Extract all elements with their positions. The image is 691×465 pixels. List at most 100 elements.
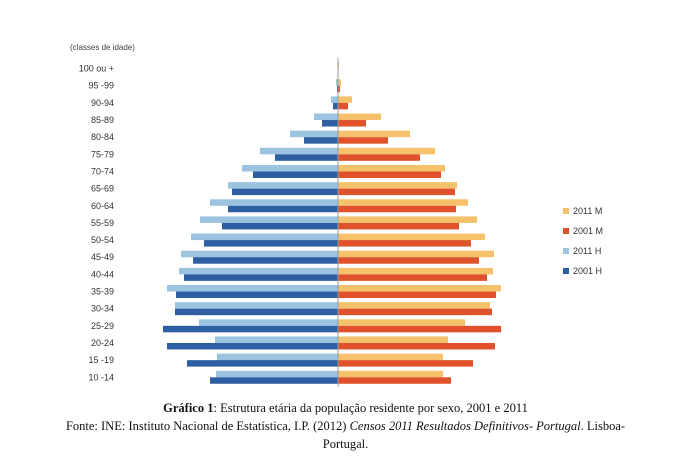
bar-2011-m [338, 216, 477, 223]
age-tick-label: 40-44 [91, 269, 114, 279]
bar-2011-m [338, 96, 352, 103]
bar-2011-m [338, 113, 381, 121]
bar-2001-m [338, 360, 473, 367]
age-tick-label: 55-59 [91, 218, 114, 228]
bar-2001-m [338, 342, 495, 350]
age-tick-label: 25-29 [91, 321, 114, 331]
bar-2011-m [338, 250, 494, 258]
legend-label: 2001 H [573, 266, 602, 276]
age-tick-label: 80-84 [91, 132, 114, 142]
bar-2011-m [338, 164, 445, 172]
chart-source-end: Portugal. [0, 436, 691, 453]
age-tick-label: 90-94 [91, 98, 114, 108]
bar-2011-h [175, 302, 338, 309]
bar-2011-h [215, 336, 338, 343]
bar-2001-m [338, 325, 501, 333]
bar-2001-h [163, 325, 338, 333]
y-axis-title: (classes de idade) [70, 43, 135, 52]
bar-2001-m [338, 205, 456, 213]
bar-2001-m [338, 120, 366, 127]
legend-label: 2011 M [573, 206, 602, 216]
bar-2001-m [338, 377, 451, 384]
bar-2011-h [228, 182, 338, 189]
bar-2001-m [338, 291, 496, 299]
population-pyramid-chart: (classes de idade) 10 -14 15 -19 20-24 25-2… [70, 43, 603, 387]
bar-2011-h [181, 250, 338, 258]
bar-2011-h [336, 79, 338, 86]
legend-swatch [563, 228, 569, 234]
age-tick-label: 60-64 [91, 201, 114, 211]
bar-2001-h [187, 360, 338, 367]
bar-2001-h [232, 188, 338, 196]
bar-2011-m [338, 130, 410, 138]
bar-2011-m [338, 302, 490, 309]
bar-2001-h [193, 257, 338, 264]
bar-2011-h [217, 353, 338, 361]
age-tick-label: 30-34 [91, 304, 114, 314]
chart-caption: Gráfico 1: Estrutura etária da população… [0, 400, 691, 417]
bar-2011-h [191, 233, 338, 241]
bar-2011-h [290, 130, 338, 138]
source-title: Censos 2011 Resultados Definitivos- Port… [349, 419, 581, 433]
bar-2001-h [222, 222, 338, 230]
age-tick-labels: 10 -14 15 -19 20-24 25-29 30-34 35-39 40-44 45-… [79, 64, 114, 383]
bar-2011-m [338, 353, 443, 361]
bar-2001-m [338, 154, 420, 161]
age-tick-label: 75-79 [91, 149, 114, 159]
bar-2011-m [338, 319, 465, 326]
age-tick-label: 20-24 [91, 338, 114, 348]
chart-source: Fonte: INE: Instituto Nacional de Estatí… [0, 418, 691, 435]
bar-2011-m [338, 233, 485, 241]
bar-2001-m [338, 188, 455, 196]
bar-2001-h [333, 102, 338, 110]
caption-label: Gráfico 1 [163, 401, 214, 415]
bar-2011-m [338, 267, 493, 275]
bar-2001-m [338, 308, 492, 316]
bar-2011-h [216, 370, 338, 378]
bar-2001-m [338, 240, 471, 247]
bar-2001-h [304, 137, 338, 144]
age-tick-label: 100 ou + [79, 64, 114, 74]
age-tick-label: 95 -99 [88, 81, 114, 91]
bars [163, 62, 501, 384]
legend-swatch [563, 268, 569, 274]
bar-2011-h [331, 96, 338, 103]
bar-2001-h [253, 171, 338, 178]
bar-2011-h [200, 216, 338, 223]
bar-2011-m [338, 182, 457, 189]
bar-2011-m [338, 370, 443, 378]
bar-2011-m [338, 147, 435, 155]
bar-2011-h [210, 199, 338, 206]
bar-2001-m [338, 257, 479, 264]
bar-2011-m [338, 336, 448, 343]
legend-swatch [563, 208, 569, 214]
age-tick-label: 85-89 [91, 115, 114, 125]
bar-2001-h [322, 120, 338, 127]
source-line3: Portugal. [322, 437, 369, 451]
legend-label: 2001 M [573, 226, 603, 236]
bar-2011-h [199, 319, 338, 326]
source-suffix: . Lisboa- [580, 419, 626, 433]
age-tick-label: 70-74 [91, 166, 114, 176]
bar-2001-h [176, 291, 338, 299]
bar-2001-h [275, 154, 338, 161]
bar-2011-h [179, 267, 338, 275]
age-tick-label: 65-69 [91, 184, 114, 194]
bar-2001-m [338, 274, 487, 281]
bar-2001-m [338, 171, 441, 178]
bar-2001-m [338, 222, 459, 230]
age-tick-label: 45-49 [91, 252, 114, 262]
bar-2011-m [338, 285, 501, 292]
age-tick-label: 10 -14 [88, 372, 114, 382]
bar-2001-h [175, 308, 338, 316]
bar-2011-h [314, 113, 338, 121]
bar-2011-m [338, 79, 341, 86]
bar-2001-m [338, 102, 348, 110]
legend-swatch [563, 248, 569, 254]
bar-2001-m [338, 137, 388, 144]
bar-2001-h [167, 342, 338, 350]
caption-text: Estrutura etária da população residente … [220, 401, 528, 415]
bar-2011-h [167, 285, 338, 292]
bar-2011-m [338, 199, 468, 206]
bar-2001-h [204, 240, 338, 247]
